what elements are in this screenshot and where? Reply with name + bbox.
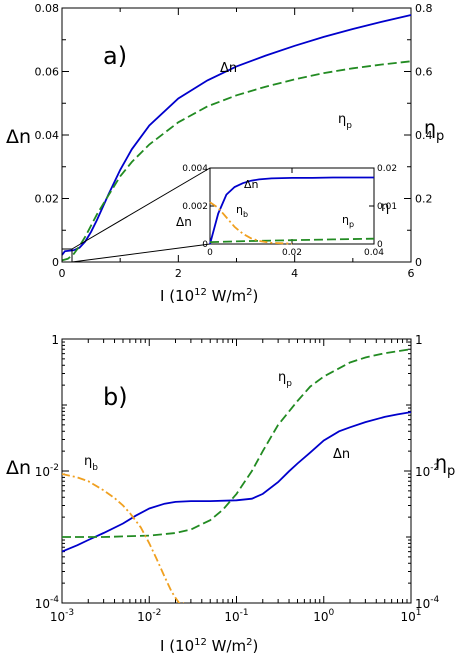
a-series-dn-line bbox=[61, 14, 412, 256]
panel-b-label-etab: ηb bbox=[84, 454, 98, 473]
a-ytick-right-label: 0.6 bbox=[415, 66, 433, 79]
a-xtick-label: 4 bbox=[291, 267, 298, 280]
inset-background bbox=[210, 168, 374, 244]
inset-ylabel-right: η bbox=[381, 200, 389, 215]
inset-xtick-label: 0 bbox=[207, 248, 213, 258]
b-series-etap-line bbox=[62, 348, 411, 538]
a-ytick-right-label: 0.4 bbox=[415, 129, 433, 142]
a-xtick-label: 6 bbox=[408, 267, 415, 280]
inset-ytick-right-label: 0.01 bbox=[377, 202, 397, 212]
zoom-connector-bottom bbox=[71, 243, 211, 263]
b-ytick-right-label: 1 bbox=[415, 333, 423, 347]
a-ytick-right-label: 0.2 bbox=[415, 193, 433, 206]
panel-b-series bbox=[62, 348, 411, 603]
b-ytick-left-label: 10-4 bbox=[35, 595, 60, 611]
panel-b-ticks: 10-3 10-2 10-1 100 101 1 10-2 10-4 1 10-2 10-4 bbox=[35, 333, 440, 624]
b-xtick-label: 10-2 bbox=[137, 608, 161, 624]
inset-xtick-label: 0.04 bbox=[364, 248, 384, 258]
a-ytick-left-label: 0.04 bbox=[35, 129, 60, 142]
inset-ylabel-left: Δn bbox=[176, 215, 192, 229]
b-xtick-label: 10-3 bbox=[50, 608, 74, 624]
panel-a-label-dn: Δn bbox=[220, 61, 237, 76]
a-ytick-right-label: 0.8 bbox=[415, 2, 433, 15]
panel-b-label-dn: Δn bbox=[333, 447, 350, 462]
a-xtick-label: 2 bbox=[175, 267, 182, 280]
panel-b-label: b) bbox=[103, 383, 128, 411]
panel-a-label: a) bbox=[103, 42, 127, 70]
b-series-etab-line bbox=[62, 473, 184, 603]
panel-b-ylabel-left: Δn bbox=[6, 457, 31, 479]
panel-a-series bbox=[61, 14, 412, 262]
inset-ytick-left-label: 0.004 bbox=[182, 164, 208, 174]
b-xtick-label: 100 bbox=[313, 608, 334, 624]
inset-label-etap: ηp bbox=[342, 213, 354, 229]
a-series-etap-line bbox=[61, 60, 412, 262]
inset-series bbox=[209, 176, 375, 245]
inset-xtick-label: 0.02 bbox=[282, 248, 302, 258]
inset-ytick-left-label: 0 bbox=[202, 240, 208, 250]
a-ytick-left-label: 0.02 bbox=[35, 193, 60, 206]
panel-a-label-etap: ηp bbox=[338, 112, 352, 131]
panel-b: b) 10-3 10-2 10-1 100 101110-210-4110-210-4 … bbox=[6, 333, 455, 655]
inset-label-etab: ηb bbox=[236, 203, 248, 219]
b-series-dn-line bbox=[62, 411, 411, 553]
inset-ytick-right-label: 0 bbox=[377, 240, 383, 250]
panel-b-ylabel-right: ηp bbox=[435, 452, 455, 479]
b-xtick-label: 10-1 bbox=[224, 608, 248, 624]
panel-a-ylabel-left: Δn bbox=[6, 126, 31, 148]
panel-a-ylabel-right: ηp bbox=[424, 117, 444, 144]
b-ytick-left-label: 10-2 bbox=[35, 463, 59, 479]
a-ytick-left-label: 0.08 bbox=[35, 2, 60, 15]
a-xtick-label: 0 bbox=[59, 267, 66, 280]
b-ytick-right-label: 10-4 bbox=[415, 595, 440, 611]
b-ytick-right-label: 10-2 bbox=[415, 463, 439, 479]
b-xtick-label: 101 bbox=[400, 608, 421, 624]
inset-ytick-left-label: 0.002 bbox=[182, 202, 208, 212]
a-ytick-right-label: 0 bbox=[415, 256, 422, 269]
b-ytick-left-label: 1 bbox=[51, 333, 59, 347]
a-ytick-left-label: 0.06 bbox=[35, 66, 60, 79]
inset-ytick-right-label: 0.02 bbox=[377, 164, 397, 174]
zoom-box bbox=[61, 248, 73, 263]
inset-series-dn-line bbox=[209, 176, 374, 245]
inset-label-dn: Δn bbox=[244, 178, 259, 191]
panel-b-frame bbox=[61, 338, 412, 604]
inset-series-etap-line bbox=[209, 237, 375, 243]
panel-a-xlabel: I (1012 W/m2) bbox=[160, 287, 258, 305]
panel-b-label-etap: ηp bbox=[278, 370, 292, 389]
a-ytick-left-label: 0 bbox=[52, 256, 59, 269]
zoom-connector-top bbox=[71, 167, 211, 250]
panel-b-xlabel: I (1012 W/m2) bbox=[160, 637, 258, 655]
